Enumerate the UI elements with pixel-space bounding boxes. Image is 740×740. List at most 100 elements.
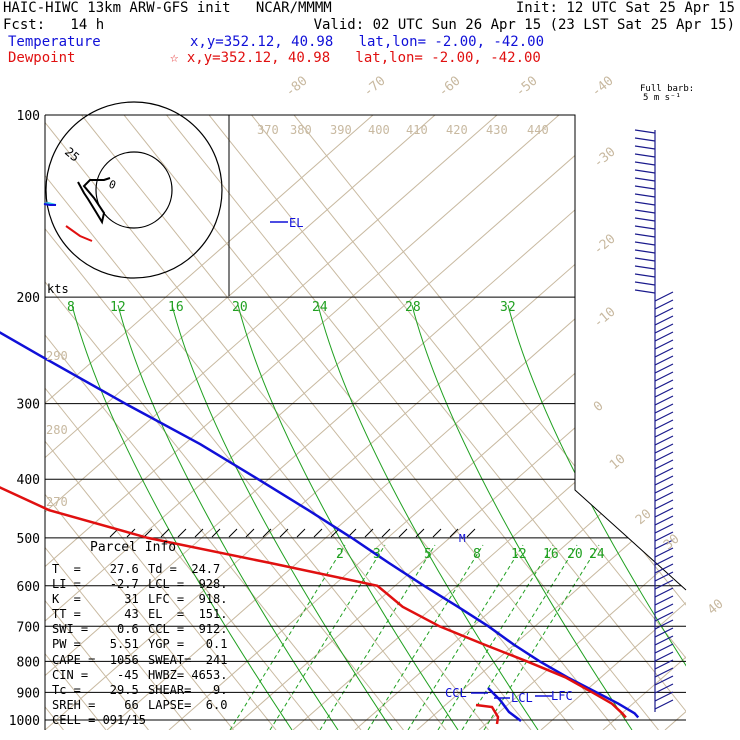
isotherm-line (45, 115, 234, 730)
wind-barb (654, 587, 674, 598)
mixing-ratio-label: 8 (473, 547, 481, 562)
theta-label: 390 (330, 123, 352, 137)
mixing-ratio-label: 20 (567, 547, 583, 562)
mixing-ratio-label: 28 (405, 300, 421, 315)
parcel-info-title: Parcel Info (90, 540, 177, 555)
dry-adiabat-line (45, 115, 374, 730)
parcel-info-left: SREH = 66 (52, 697, 139, 712)
wind-barb (654, 467, 674, 478)
parcel-info-left: K = 31 (52, 592, 139, 607)
dry-adiabat-line (45, 115, 622, 730)
hodograph-units-label: kts (47, 282, 69, 296)
wind-barb (654, 507, 674, 518)
hatch-mark (364, 528, 374, 538)
isotherm-label: -80 (283, 73, 311, 100)
parcel-info-row: PW = 5.51 YGP = 0.1 (52, 637, 242, 652)
parcel-info-left: CIN = -45 (52, 667, 139, 682)
wind-barb (654, 387, 674, 398)
parcel-info-left: CAPE = 1056 (52, 652, 139, 667)
isotherm-line (45, 115, 404, 730)
hatch-mark (449, 528, 459, 538)
isotherm-line (45, 115, 319, 730)
dewpoint-line (0, 486, 627, 719)
wind-barb (654, 307, 674, 318)
isotherm-label: 10 (607, 452, 629, 474)
wind-barb (634, 185, 656, 190)
pressure-tick-label: 100 (17, 109, 40, 124)
wind-barb (634, 281, 656, 286)
moist-adiabat-line (117, 304, 339, 730)
parcel-info-right: LCL = 928. (148, 577, 228, 592)
wind-barb (654, 643, 674, 654)
isotherm-label: -10 (591, 304, 619, 331)
mixing-ratio-label: 12 (110, 300, 126, 315)
isotherm-line (166, 115, 659, 730)
parcel-info-row: T = 27.6 Td = 24.7 (52, 562, 242, 577)
dry-adiabat-line (416, 115, 686, 730)
moist-adiabat-line (317, 304, 539, 730)
mixing-ratio-label: 24 (312, 300, 328, 315)
wind-barb (654, 579, 674, 590)
wind-barb (634, 161, 656, 166)
wind-barb (654, 403, 674, 414)
hatch-mark (432, 528, 442, 538)
wind-barb (634, 233, 656, 238)
dry-adiabat-line (45, 115, 498, 730)
isotherm-label: -70 (361, 73, 389, 100)
wind-barb (634, 177, 656, 182)
parcel-info-left: SWI = 0.6 (52, 622, 139, 637)
parcel-info-left: PW = 5.51 (52, 637, 139, 652)
wind-barb (634, 137, 656, 142)
isotherm-line (45, 115, 489, 730)
mixing-ratio-label: 20 (232, 300, 248, 315)
isotherm-line (293, 115, 686, 730)
parcel-info-right: LAPSE= 6.0 (148, 697, 228, 712)
pressure-tick-label: 400 (17, 473, 40, 488)
hatch-mark (228, 528, 238, 538)
hatch-mark (160, 528, 170, 538)
temperature-legend: Temperature (8, 34, 101, 50)
init-time: Init: 12 UTC Sat 25 Apr 15 (515, 0, 735, 16)
wind-barb (634, 201, 656, 206)
dry-adiabat-line (45, 115, 684, 730)
dry-adiabat-line (230, 115, 686, 730)
wind-barb (654, 571, 674, 582)
theta-label: 430 (486, 123, 508, 137)
pressure-tick-label: 800 (17, 655, 40, 670)
mixing-ratio-line (367, 544, 484, 730)
wind-barb (654, 667, 674, 678)
wind-barb (654, 435, 674, 446)
isotherm-label: -50 (513, 73, 541, 100)
temperature-location: x,y=352.12, 40.98 lat,lon= -2.00, -42.00 (190, 34, 545, 50)
parcel-info-right: LFC = 918. (148, 592, 228, 607)
isotherm-label: 20 (633, 507, 655, 529)
hatch-mark (279, 528, 289, 538)
hatch-mark (245, 528, 255, 538)
isotherm-line (251, 115, 686, 730)
dry-adiabat-line (602, 115, 686, 730)
theta-label: 410 (406, 123, 428, 137)
wind-barb (634, 241, 656, 246)
wind-barb (654, 659, 674, 670)
mixing-ratio-label: 2 (336, 547, 344, 562)
mixing-ratio-label: 8 (67, 300, 75, 315)
hatch-mark (262, 528, 272, 538)
wind-barb (654, 531, 674, 542)
dry-adiabat-line (664, 115, 686, 730)
mixing-ratio-label: 24 (589, 547, 605, 562)
dry-adiabat-line (106, 115, 686, 730)
theta-label: 440 (527, 123, 549, 137)
theta-label: 400 (368, 123, 390, 137)
dry-adiabat-line (540, 115, 686, 730)
mixing-ratio-label: 16 (168, 300, 184, 315)
m-label: M (459, 532, 466, 545)
isotherm-label: -20 (591, 231, 619, 258)
theta-label: 380 (290, 123, 312, 137)
hatch-mark (194, 528, 204, 538)
hatch-mark (381, 528, 391, 538)
parcel-info-left: T = 27.6 (52, 562, 139, 576)
pressure-tick-label: 300 (17, 398, 40, 413)
pressure-tick-label: 200 (17, 291, 40, 306)
lfc-label: LFC (551, 689, 573, 703)
theta-label: 420 (446, 123, 468, 137)
